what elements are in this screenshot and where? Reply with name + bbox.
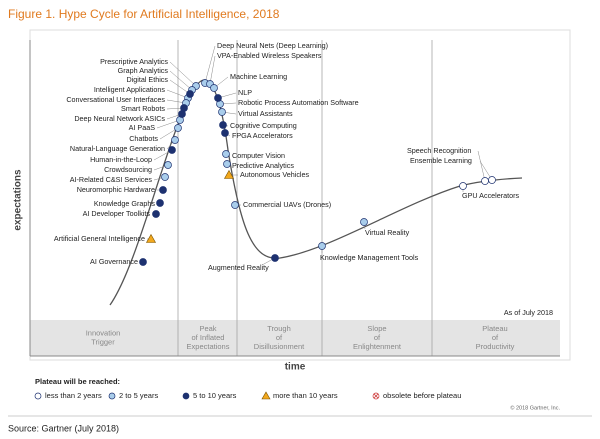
technology-label: Computer Vision: [232, 151, 285, 160]
technology-label: Autonomous Vehicles: [240, 170, 310, 179]
legend-label: 2 to 5 years: [119, 391, 158, 400]
technology-label: AI Governance: [90, 257, 138, 266]
technology-label: FPGA Accelerators: [232, 131, 293, 140]
technology-label: Crowdsourcing: [104, 165, 152, 174]
legend-label: less than 2 years: [45, 391, 102, 400]
technology-label: Deep Neural Nets (Deep Learning): [217, 41, 328, 50]
technology-label: Chatbots: [129, 134, 158, 143]
leader-line: [169, 70, 193, 91]
leader-line: [209, 55, 216, 85]
leader-line: [477, 150, 486, 182]
technology-marker: [164, 161, 172, 169]
leader-line: [156, 119, 181, 129]
leader-line: [169, 79, 191, 95]
technology-label: NLP: [238, 88, 252, 97]
technology-marker: [186, 90, 194, 98]
technology-marker: [174, 124, 182, 132]
legend-marker: [261, 391, 271, 400]
technology-label: Robotic Process Automation Software: [238, 98, 359, 107]
technology-label: Smart Robots: [121, 104, 165, 113]
technology-label: Commercial UAVs (Drones): [243, 200, 331, 209]
technology-marker: [152, 210, 160, 218]
technology-label: Graph Analytics: [118, 66, 169, 75]
phase-label: Trough of Disillusionment: [254, 324, 305, 351]
legend-marker: [108, 392, 116, 400]
legend-marker-cross: [373, 393, 379, 399]
technology-marker: [156, 199, 164, 207]
technology-label: Virtual Reality: [365, 228, 410, 237]
technology-label: Predictive Analytics: [232, 161, 294, 170]
technology-marker: [218, 108, 226, 116]
technology-label: Natural-Language Generation: [70, 144, 165, 153]
technology-label: Digital Ethics: [126, 75, 168, 84]
technology-marker: [360, 218, 368, 226]
source: Source: Gartner (July 2018): [8, 423, 119, 433]
legend-title: Plateau will be reached:: [35, 377, 120, 386]
technology-label: VPA-Enabled Wireless Speakers: [217, 51, 322, 60]
technology-label: GPU Accelerators: [462, 191, 520, 200]
technology-marker: [459, 182, 467, 190]
technology-label: Prescriptive Analytics: [100, 57, 168, 66]
technology-marker: [222, 150, 230, 158]
technology-marker: [318, 242, 326, 250]
technology-marker: [271, 254, 279, 262]
technology-marker: [219, 121, 227, 129]
copyright: © 2018 Gartner, Inc.: [510, 404, 560, 411]
technology-marker: [488, 176, 496, 184]
as-of: As of July 2018: [504, 308, 553, 317]
legend-marker: [182, 392, 190, 400]
technology-label: AI PaaS: [129, 123, 156, 132]
legend-marker: [34, 392, 42, 400]
technology-label: AI-Related C&SI Services: [70, 175, 153, 184]
technology-marker: [223, 160, 231, 168]
technology-marker: [223, 169, 235, 179]
technology-marker: [231, 201, 239, 209]
technology-label: Virtual Assistants: [238, 109, 293, 118]
legend-label: 5 to 10 years: [193, 391, 237, 400]
technology-marker: [481, 177, 489, 185]
phase-label: Slope of Enlightenment: [353, 324, 402, 351]
technology-marker: [168, 146, 176, 154]
phase-label: Plateau of Productivity: [476, 324, 515, 351]
technology-marker: [210, 84, 218, 92]
technology-marker: [139, 258, 147, 266]
y-axis-label: expectations: [13, 169, 24, 231]
technology-marker: [178, 110, 186, 118]
technology-marker: [161, 173, 169, 181]
phase-label: Peak of Inflated Expectations: [187, 324, 230, 351]
x-axis-label: time: [285, 362, 306, 373]
technology-label: Intelligent Applications: [94, 85, 166, 94]
technology-label: Neuromorphic Hardware: [77, 185, 155, 194]
title: Figure 1. Hype Cycle for Artificial Inte…: [8, 7, 280, 21]
leader-line: [169, 61, 197, 87]
technology-label: Augmented Reality: [208, 263, 269, 272]
technology-label: Human-in-the-Loop: [90, 155, 152, 164]
phase-label: Innovation Trigger: [86, 328, 121, 346]
technology-label: Ensemble Learning: [410, 156, 472, 165]
hype-curve: [109, 79, 523, 306]
technology-label: Knowledge Graphs: [94, 199, 156, 208]
technology-label: Conversational User Interfaces: [66, 95, 165, 104]
legend-label: obsolete before plateau: [383, 391, 461, 400]
legend-label: more than 10 years: [273, 391, 338, 400]
technology-marker: [171, 136, 179, 144]
technology-marker: [145, 233, 157, 243]
technology-marker: [214, 94, 222, 102]
technology-marker: [221, 129, 229, 137]
technology-label: Speech Recognition: [407, 146, 471, 155]
technology-label: Knowledge Management Tools: [320, 253, 419, 262]
technology-label: Artificial General Intelligence: [54, 234, 145, 243]
technology-marker: [159, 186, 167, 194]
phase-band: [30, 320, 560, 356]
leader-line: [204, 45, 216, 84]
technology-label: AI Developer Toolkits: [83, 209, 151, 218]
technology-label: Cognitive Computing: [230, 121, 297, 130]
technology-label: Deep Neural Network ASICs: [74, 114, 165, 123]
technology-label: Machine Learning: [230, 72, 287, 81]
